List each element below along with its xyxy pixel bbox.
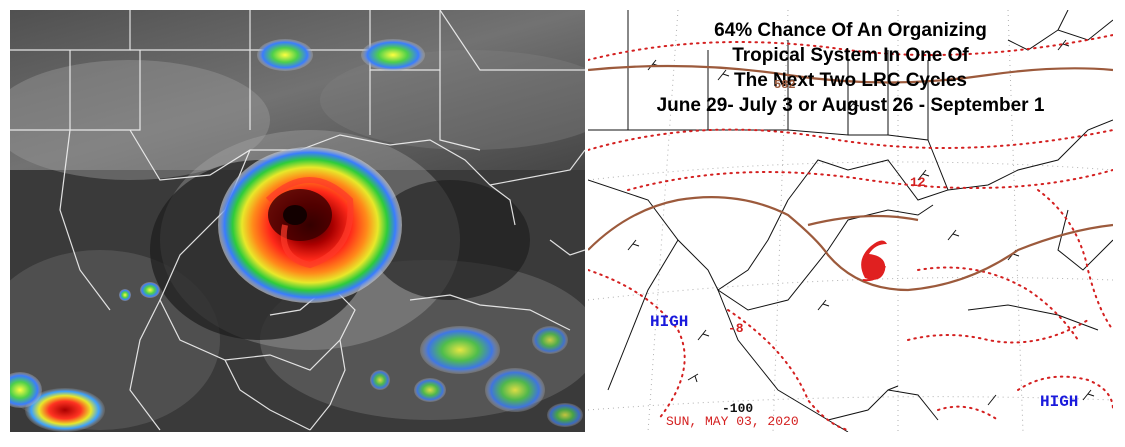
high-pressure-label-east: HIGH (1040, 393, 1079, 411)
contour-label-582: 582 (774, 78, 796, 92)
headline-line-3: The Next Two LRC Cycles (734, 70, 967, 91)
forecast-date-stamp: SUN, MAY 03, 2020 (666, 414, 799, 429)
headline-line-4: June 29- July 3 or August 26 - September… (656, 95, 1045, 116)
headline-line-2: Tropical System In One Of (732, 45, 969, 66)
headline-line-1: 64% Chance Of An Organizing (714, 20, 987, 41)
high-pressure-label-west: HIGH (650, 313, 689, 331)
contour-label-neg8: -8 (728, 321, 744, 336)
contour-label-neg100: -100 (722, 401, 754, 416)
satellite-image-panel (10, 10, 585, 432)
contour-label-12: 12 (910, 175, 926, 190)
tropical-storm-icon (861, 240, 887, 282)
forecast-headline: 64% Chance Of An Organizing Tropical Sys… (588, 18, 1113, 118)
forecast-map-graphic (588, 10, 1113, 432)
hurricane-satellite-image (10, 10, 585, 432)
forecast-map-panel: 64% Chance Of An Organizing Tropical Sys… (588, 10, 1113, 432)
